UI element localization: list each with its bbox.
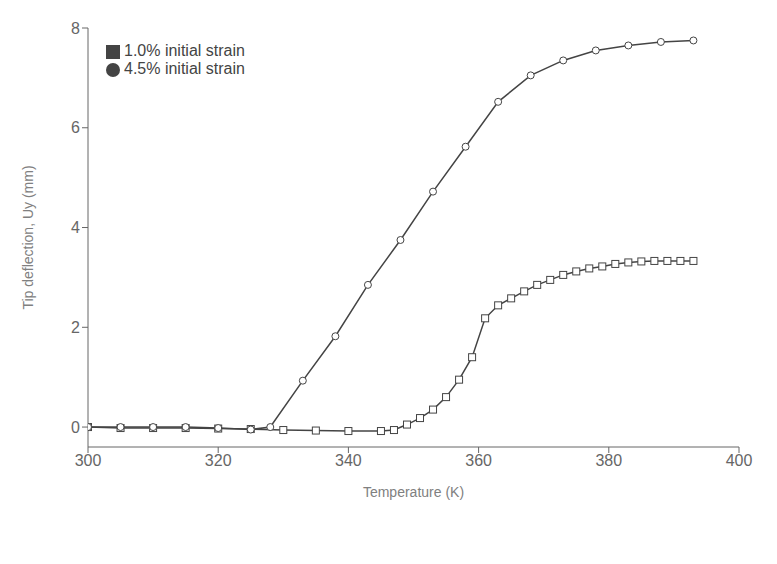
html-text:4.5% initial strain: 4.5% initial strain [124,60,245,77]
svg-text:300: 300 [75,452,102,469]
svg-text:360: 360 [465,452,492,469]
svg-text:Temperature (K): Temperature (K) [363,484,464,500]
svg-text:2: 2 [71,319,80,336]
svg-text:Tip deflection, Uy (mm): Tip deflection, Uy (mm) [20,165,36,309]
html-text:1.0% initial strain: 1.0% initial strain [124,42,245,59]
svg-text:380: 380 [595,452,622,469]
svg-text:0: 0 [71,419,80,436]
svg-text:340: 340 [335,452,362,469]
svg-text:400: 400 [726,452,753,469]
svg-text:6: 6 [71,119,80,136]
svg-text:8: 8 [71,20,80,37]
svg-text:320: 320 [205,452,232,469]
svg-text:4: 4 [71,219,80,236]
